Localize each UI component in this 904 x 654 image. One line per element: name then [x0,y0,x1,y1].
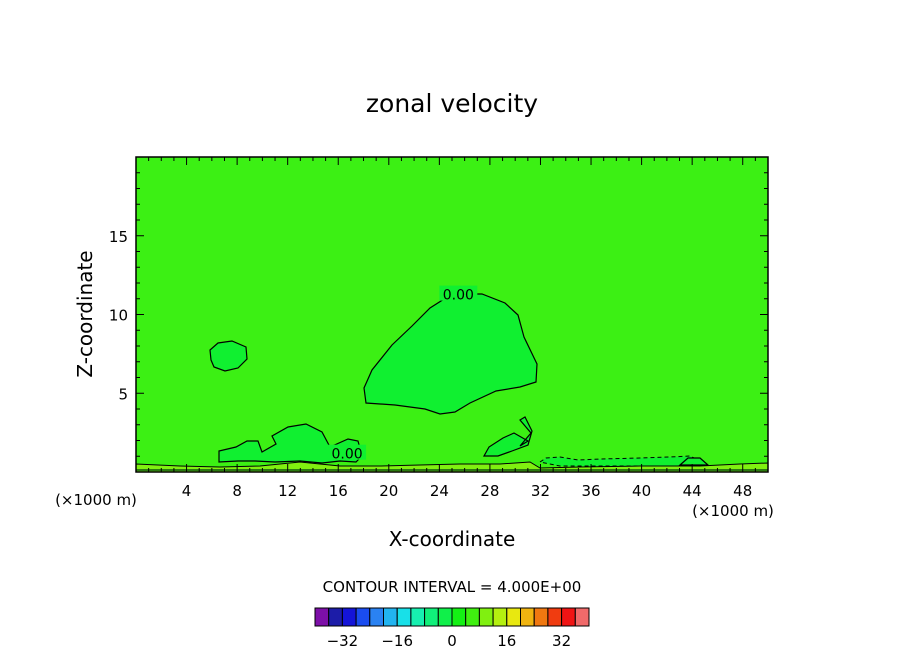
contour-region-island [209,340,248,372]
colorbar-swatch [478,607,494,627]
contour-label-bg [439,285,478,301]
chart-title: zonal velocity [366,89,538,118]
x-tick-label: 24 [430,482,449,500]
contour-region-low-3 [538,455,708,467]
colorbar-swatch [369,607,384,627]
x-tick-label: 32 [531,482,550,500]
x-axis-label: X-coordinate [389,527,516,551]
y-tick-label: 10 [109,307,128,325]
x-unit-right: (×1000 m) [692,502,774,520]
x-tick-label: 44 [683,482,702,500]
colorbar-tick-label: 0 [447,632,457,650]
colorbar-swatch [547,607,563,627]
colorbar-swatch [492,607,508,627]
colorbar-swatch [574,607,590,627]
contour-region-low-4 [678,457,710,466]
colorbar-tick-label: 32 [552,632,571,650]
colorbar-swatch [533,607,549,627]
colorbar-swatch [506,607,521,627]
x-tick-label: 36 [581,482,600,500]
x-tick-label: 20 [379,482,398,500]
contour-label-bg [328,444,367,460]
colorbar-tick-label: −32 [327,632,359,650]
x-unit-left: (×1000 m) [55,491,137,509]
colorbar-tick-label: 16 [497,632,516,650]
colorbar-swatch [451,607,467,627]
x-tick-label: 8 [232,482,242,500]
y-tick-label: 15 [109,228,128,246]
colorbar-swatch [396,607,412,627]
colorbar-swatch [561,607,576,627]
contour-region-low-2 [482,416,533,457]
y-tick-label: 5 [118,385,128,403]
x-tick-label: 28 [480,482,499,500]
x-tick-label: 40 [632,482,651,500]
colorbar-swatch [424,607,439,627]
contour-region-main [363,293,538,415]
contour-label: 0.00 [443,288,474,304]
x-tick-label: 48 [733,482,752,500]
x-tick-label: 16 [329,482,348,500]
colorbar-swatch [465,607,480,627]
colorbar-swatch [328,607,343,627]
colorbar-swatch [341,607,357,627]
colorbar-swatch [437,607,453,627]
colorbar-swatch [355,607,371,627]
colorbar [314,607,590,627]
colorbar-swatch [520,607,535,627]
colorbar-swatch [410,607,426,627]
y-axis-label: Z-coordinate [73,250,97,377]
x-tick-label: 12 [278,482,297,500]
colorbar-swatch [383,607,398,627]
contour-interval-text: CONTOUR INTERVAL = 4.000E+00 [323,578,582,596]
colorbar-tick-label: −16 [381,632,413,650]
contour-label: 0.00 [332,447,363,463]
x-tick-label: 4 [182,482,192,500]
colorbar-swatch [314,607,330,627]
